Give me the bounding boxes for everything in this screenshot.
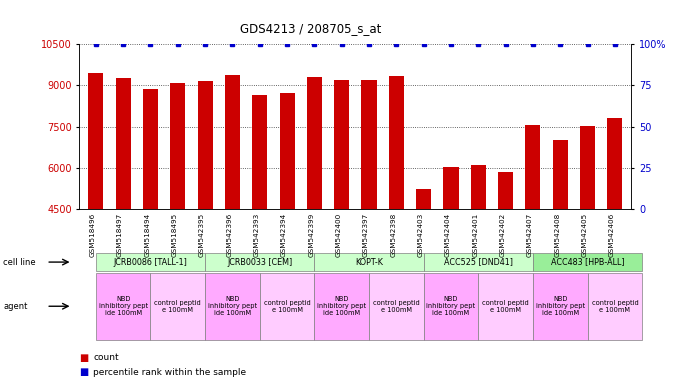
Bar [334, 81, 349, 209]
Text: GSM542396: GSM542396 [226, 213, 233, 257]
Text: ■: ■ [79, 367, 88, 377]
Text: NBD
inhibitory pept
ide 100mM: NBD inhibitory pept ide 100mM [317, 296, 366, 316]
Text: GSM542395: GSM542395 [199, 213, 205, 257]
Text: NBD
inhibitory pept
ide 100mM: NBD inhibitory pept ide 100mM [99, 296, 148, 316]
Text: GSM542400: GSM542400 [336, 213, 342, 257]
Text: JCRB0033 [CEM]: JCRB0033 [CEM] [227, 258, 293, 266]
Bar [88, 73, 104, 209]
Bar [362, 80, 377, 209]
Text: NBD
inhibitory pept
ide 100mM: NBD inhibitory pept ide 100mM [208, 296, 257, 316]
Text: GSM542394: GSM542394 [281, 213, 287, 257]
Bar [197, 81, 213, 209]
Text: control peptid
e 100mM: control peptid e 100mM [155, 300, 201, 313]
Text: KOPT-K: KOPT-K [355, 258, 383, 266]
Text: GSM542404: GSM542404 [445, 213, 451, 257]
Bar [307, 77, 322, 209]
Text: ACC525 [DND41]: ACC525 [DND41] [444, 258, 513, 266]
Text: GSM542406: GSM542406 [609, 213, 615, 257]
Text: control peptid
e 100mM: control peptid e 100mM [373, 300, 420, 313]
Bar [498, 172, 513, 209]
Bar [471, 165, 486, 209]
Text: GSM518496: GSM518496 [90, 213, 96, 257]
Bar [143, 89, 158, 209]
Text: GSM542407: GSM542407 [527, 213, 533, 257]
Text: control peptid
e 100mM: control peptid e 100mM [264, 300, 310, 313]
Bar [225, 75, 240, 209]
Text: GSM542401: GSM542401 [473, 213, 478, 257]
Bar [115, 78, 130, 209]
Bar [607, 118, 622, 209]
Text: ■: ■ [79, 353, 88, 363]
Text: agent: agent [3, 302, 28, 311]
Text: GSM542398: GSM542398 [391, 213, 396, 257]
Text: JCRB0086 [TALL-1]: JCRB0086 [TALL-1] [113, 258, 188, 266]
Text: GSM542408: GSM542408 [554, 213, 560, 257]
Text: GSM542402: GSM542402 [500, 213, 506, 257]
Text: GSM542405: GSM542405 [582, 213, 588, 257]
Bar [444, 167, 459, 209]
Bar [389, 76, 404, 209]
Text: NBD
inhibitory pept
ide 100mM: NBD inhibitory pept ide 100mM [535, 296, 585, 316]
Bar [553, 141, 568, 209]
Text: control peptid
e 100mM: control peptid e 100mM [591, 300, 638, 313]
Text: count: count [93, 353, 119, 362]
Text: control peptid
e 100mM: control peptid e 100mM [482, 300, 529, 313]
Text: GSM518494: GSM518494 [144, 213, 150, 257]
Bar [252, 95, 267, 209]
Text: GSM542403: GSM542403 [417, 213, 424, 257]
Text: GSM518497: GSM518497 [117, 213, 123, 257]
Bar [279, 93, 295, 209]
Bar [526, 125, 540, 209]
Bar [416, 189, 431, 209]
Text: GDS4213 / 208705_s_at: GDS4213 / 208705_s_at [240, 22, 381, 35]
Text: GSM542399: GSM542399 [308, 213, 315, 257]
Text: ACC483 [HPB-ALL]: ACC483 [HPB-ALL] [551, 258, 624, 266]
Text: NBD
inhibitory pept
ide 100mM: NBD inhibitory pept ide 100mM [426, 296, 475, 316]
Text: GSM542397: GSM542397 [363, 213, 369, 257]
Bar [170, 83, 185, 209]
Text: GSM542393: GSM542393 [254, 213, 259, 257]
Text: percentile rank within the sample: percentile rank within the sample [93, 368, 246, 377]
Text: GSM518495: GSM518495 [172, 213, 178, 257]
Text: cell line: cell line [3, 258, 36, 266]
Bar [580, 126, 595, 209]
